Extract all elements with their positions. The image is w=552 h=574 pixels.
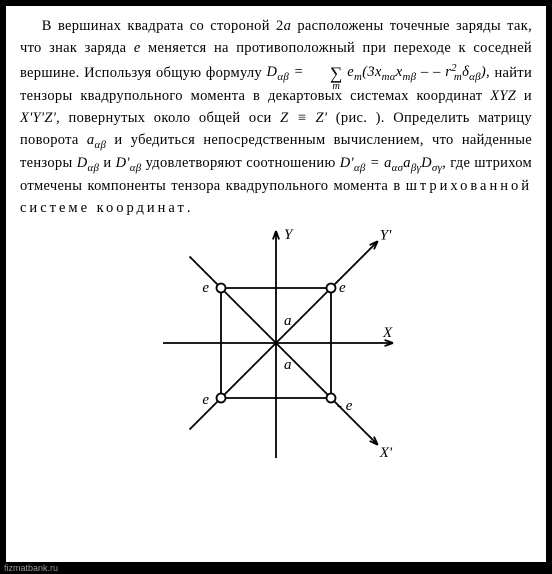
- tdp-D: D': [116, 155, 130, 171]
- td-ab: αβ: [87, 162, 99, 174]
- svg-text:a: a: [284, 357, 292, 373]
- matrix-a: aαβ: [87, 132, 106, 148]
- rel-bg: βγ: [411, 162, 421, 174]
- var-a: a: [284, 18, 292, 34]
- t2c: , повернутых около общей оси: [56, 110, 280, 126]
- f-rm: m: [454, 71, 462, 83]
- tensor-D: Dαβ: [77, 155, 100, 171]
- tdp-ab: αβ: [130, 162, 142, 174]
- f-minus: ‒: [433, 64, 445, 80]
- page: В вершинах квадрата со стороной 2a распо…: [6, 6, 546, 562]
- period: .: [187, 200, 191, 216]
- f-ma: mα: [382, 71, 396, 83]
- sum-m: m: [311, 79, 341, 95]
- rel-ab: αβ: [354, 162, 366, 174]
- svg-text:Y': Y': [380, 228, 392, 244]
- coord2: X'Y'Z': [20, 110, 56, 126]
- relation: D'αβ = aασaβγDσγ: [340, 155, 442, 171]
- f-eq: =: [289, 64, 308, 80]
- rel-a1: a: [384, 155, 392, 171]
- rel-a2: a: [403, 155, 411, 171]
- f-pl: (3: [362, 64, 375, 80]
- svg-text:Y: Y: [284, 227, 294, 243]
- axis: Z ≡ Z': [280, 110, 327, 126]
- f-ab: αβ: [277, 71, 289, 83]
- rel-D: D: [421, 155, 432, 171]
- rel-eq: =: [366, 155, 384, 171]
- t1: В вершинах квадрата со стороной 2: [42, 18, 284, 34]
- svg-text:- e: - e: [337, 398, 353, 414]
- problem-text: В вершинах квадрата со стороной 2a распо…: [20, 16, 532, 219]
- rel-lhs: D': [340, 155, 354, 171]
- f-m: m: [354, 71, 362, 83]
- formula-main: Dαβ = ∑m em(3xmαxmβ ‒ ‒ r2mδαβ),: [267, 64, 490, 80]
- svg-text:e: e: [339, 280, 346, 296]
- figure-container: Y X Y' X' a a e e e - e: [20, 223, 532, 463]
- svg-text:X: X: [382, 325, 393, 341]
- svg-text:e: e: [202, 280, 209, 296]
- t2f: и: [99, 155, 115, 171]
- svg-text:X': X': [379, 445, 393, 461]
- var-e: e: [134, 40, 141, 56]
- tensor-Dp: D'αβ: [116, 155, 142, 171]
- f-dash: ‒: [416, 64, 428, 80]
- svg-text:a: a: [284, 313, 292, 329]
- watermark: fizmatbank.ru: [4, 563, 58, 573]
- f-pr: ),: [481, 64, 490, 80]
- t2g: удовлетворяют соотношению: [141, 155, 339, 171]
- ma-ab: αβ: [94, 138, 106, 150]
- f-x1: x: [375, 64, 382, 80]
- f-x2: x: [396, 64, 403, 80]
- rel-as: ασ: [392, 162, 404, 174]
- rel-sg: σγ: [432, 162, 442, 174]
- f-dab: αβ: [469, 71, 481, 83]
- coordinate-figure: Y X Y' X' a a e e e - e: [151, 223, 401, 463]
- sum-sign: ∑m: [308, 60, 342, 86]
- f-D: D: [267, 64, 278, 80]
- coord1: XYZ: [490, 88, 516, 104]
- svg-text:e: e: [202, 392, 209, 408]
- f-mb: mβ: [403, 71, 417, 83]
- td-D: D: [77, 155, 88, 171]
- t2b: и: [516, 88, 532, 104]
